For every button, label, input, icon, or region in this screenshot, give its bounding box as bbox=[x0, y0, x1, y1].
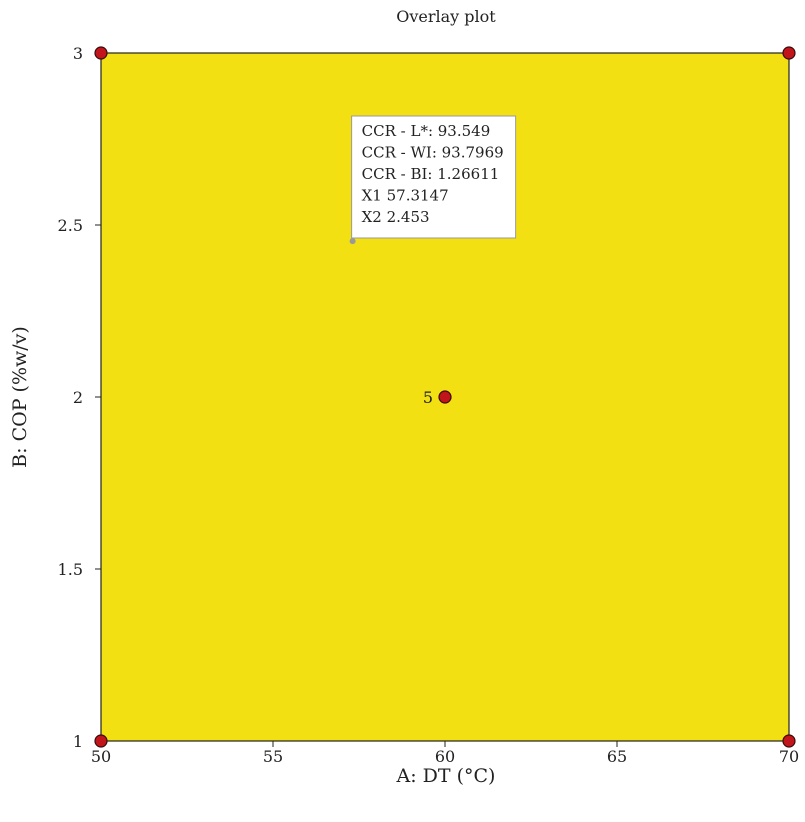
x-tick-label: 70 bbox=[779, 747, 799, 766]
y-tick-label: 1 bbox=[73, 732, 83, 751]
y-tick-label: 2.5 bbox=[58, 216, 83, 235]
design-points: 5 bbox=[94, 46, 796, 748]
y-axis-ticks: 1 1.5 2 2.5 3 bbox=[58, 44, 101, 751]
x-axis-ticks: 50 55 60 65 70 bbox=[91, 741, 799, 766]
design-point bbox=[782, 46, 796, 60]
x-tick-label: 50 bbox=[91, 747, 111, 766]
chart-title: Overlay plot bbox=[396, 7, 496, 26]
y-tick-label: 1.5 bbox=[58, 560, 83, 579]
flag-line: X2 2.453 bbox=[362, 208, 430, 226]
design-point bbox=[782, 734, 796, 748]
y-axis-label: B: COP (%w/v) bbox=[9, 326, 31, 468]
design-point bbox=[94, 734, 108, 748]
flag-tooltip: CCR - L*: 93.549 CCR - WI: 93.7969 CCR - B… bbox=[349, 115, 517, 245]
flag-line: CCR - BI: 1.26611 bbox=[362, 165, 500, 183]
design-point-count: 5 bbox=[423, 388, 433, 407]
y-tick-label: 3 bbox=[73, 44, 83, 63]
flag-line: X1 57.3147 bbox=[362, 187, 449, 205]
flag-point bbox=[349, 238, 356, 245]
design-point bbox=[438, 390, 452, 404]
flag-line: CCR - WI: 93.7969 bbox=[362, 144, 504, 162]
design-point bbox=[94, 46, 108, 60]
x-axis-label: A: DT (°C) bbox=[396, 765, 496, 787]
x-tick-label: 55 bbox=[263, 747, 283, 766]
flag-box bbox=[351, 115, 517, 239]
y-tick-label: 2 bbox=[73, 388, 83, 407]
x-tick-label: 60 bbox=[435, 747, 455, 766]
flag-line: CCR - L*: 93.549 bbox=[362, 122, 491, 140]
x-tick-label: 65 bbox=[607, 747, 627, 766]
